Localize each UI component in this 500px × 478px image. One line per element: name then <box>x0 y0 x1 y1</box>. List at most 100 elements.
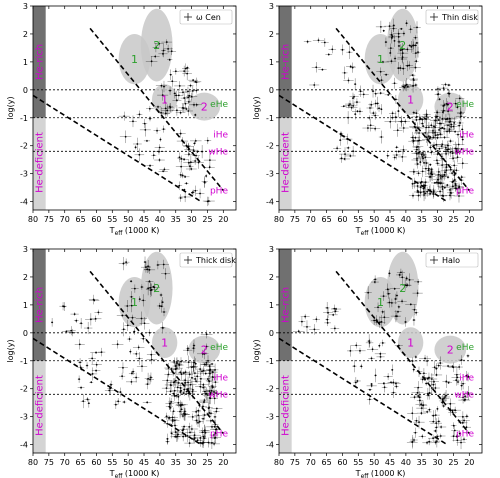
point-marker <box>145 266 147 269</box>
point-marker <box>461 415 464 418</box>
point-marker <box>397 150 400 153</box>
data-point <box>209 431 219 439</box>
point-marker <box>458 366 461 368</box>
point-marker <box>458 97 461 100</box>
point-marker <box>179 132 182 135</box>
data-point <box>414 42 417 49</box>
point-marker <box>147 265 150 268</box>
data-point <box>195 415 204 428</box>
x-tick-label: 30 <box>187 215 197 224</box>
legend-label: Halo <box>442 256 460 265</box>
data-point <box>431 440 440 445</box>
data-point <box>428 135 439 139</box>
point-marker <box>194 372 196 375</box>
data-point <box>434 177 444 188</box>
point-marker <box>395 146 398 149</box>
data-point <box>458 430 461 437</box>
data-point <box>381 382 388 393</box>
point-marker <box>347 79 350 82</box>
he-rich-label: He-rich <box>280 287 291 323</box>
data-point <box>212 376 219 388</box>
point-marker <box>201 431 204 434</box>
data-point <box>145 279 154 283</box>
point-marker <box>414 44 417 47</box>
data-point <box>388 33 397 39</box>
y-tick-label: -2 <box>20 385 28 394</box>
data-point <box>456 434 459 439</box>
point-marker <box>214 381 217 384</box>
trend-line-lower <box>33 94 202 203</box>
point-marker <box>390 60 393 63</box>
data-point <box>373 90 378 98</box>
point-marker <box>432 383 435 386</box>
point-marker <box>354 83 357 85</box>
data-point <box>176 357 186 366</box>
point-marker <box>455 373 458 376</box>
point-marker <box>167 373 170 376</box>
data-point <box>172 429 184 440</box>
point-marker <box>341 48 344 51</box>
point-marker <box>414 66 417 69</box>
point-marker <box>180 360 182 363</box>
y-tick-label: 1 <box>269 58 274 67</box>
point-marker <box>460 148 463 150</box>
point-marker <box>124 135 127 138</box>
point-marker <box>180 165 183 168</box>
data-point <box>388 49 392 57</box>
point-marker <box>411 182 414 185</box>
data-point <box>456 121 464 125</box>
point-marker <box>388 301 391 304</box>
data-point <box>429 128 437 134</box>
point-marker <box>91 373 94 375</box>
legend: Thin disk <box>425 9 479 25</box>
point-marker <box>424 131 427 134</box>
point-marker <box>211 385 214 388</box>
point-marker <box>447 365 449 367</box>
point-marker <box>458 195 460 197</box>
point-marker <box>158 159 161 161</box>
data-point <box>428 144 433 151</box>
point-marker <box>207 359 209 362</box>
point-marker <box>413 308 416 311</box>
data-point <box>162 80 166 93</box>
data-point <box>154 144 165 151</box>
data-point <box>353 98 361 106</box>
data-point <box>412 314 416 326</box>
data-point <box>129 115 137 128</box>
x-axis-label-unit: (1000 K) <box>122 469 159 478</box>
point-marker <box>395 385 398 388</box>
point-marker <box>397 35 400 38</box>
data-point <box>412 139 424 154</box>
data-point <box>158 259 170 270</box>
data-point <box>172 67 179 75</box>
point-marker <box>178 156 181 159</box>
data-point <box>386 58 397 64</box>
data-point <box>185 167 197 171</box>
point-marker <box>429 146 432 149</box>
data-point <box>132 344 145 350</box>
data-point <box>191 406 201 417</box>
data-point <box>455 147 468 151</box>
data-point <box>328 313 338 317</box>
point-marker <box>400 271 402 274</box>
data-point <box>457 157 469 169</box>
point-marker <box>457 133 459 136</box>
y-tick-label: -2 <box>266 385 274 394</box>
point-marker <box>370 384 373 387</box>
point-marker <box>391 112 394 115</box>
point-marker <box>448 128 451 131</box>
data-point <box>61 330 71 333</box>
point-marker <box>126 324 129 327</box>
y-tick-label: 3 <box>269 245 274 254</box>
data-point <box>180 406 188 421</box>
data-point <box>140 294 146 307</box>
point-marker <box>201 442 204 445</box>
data-point <box>312 316 321 323</box>
x-tick-label: 20 <box>464 215 474 224</box>
zone-label: wHe <box>454 147 474 157</box>
data-point <box>413 190 423 194</box>
x-tick-label: 70 <box>60 215 70 224</box>
data-point <box>193 416 200 425</box>
data-point <box>393 123 403 137</box>
zone-label: pHe <box>456 429 474 439</box>
